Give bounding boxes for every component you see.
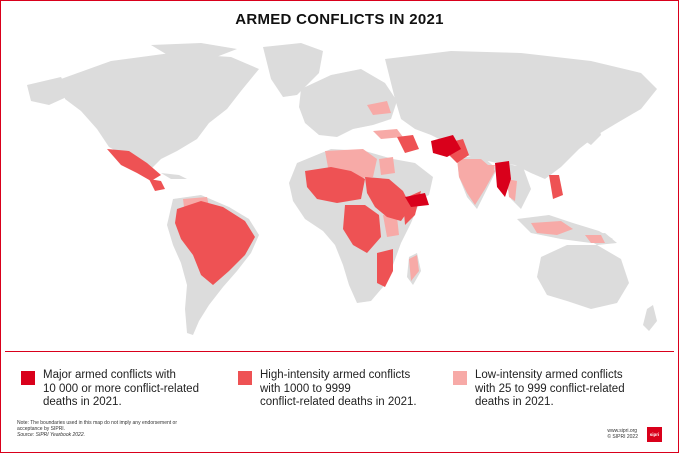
land-arctic-islands — [151, 43, 237, 59]
region-drc-cameroon — [343, 205, 381, 253]
region-turkey — [373, 129, 403, 139]
land-japan — [585, 119, 601, 145]
land-north-america — [61, 53, 259, 171]
land-arabia — [393, 159, 433, 203]
land-australia — [537, 245, 629, 309]
credit-url[interactable]: www.sipri.org — [607, 428, 638, 434]
credit: www.sipri.org © SIPRI 2022 — [607, 428, 638, 440]
region-egypt — [379, 157, 395, 175]
region-madagascar — [409, 255, 419, 281]
region-sudan-ethiopia — [365, 177, 411, 221]
legend-item-low: Low-intensity armed conflicts with 25 to… — [453, 369, 625, 410]
major-conflict-regions — [405, 135, 511, 207]
source-note: Note: The boundaries used in this map do… — [17, 420, 177, 439]
land-caribbean — [161, 173, 187, 179]
land-alaska — [27, 77, 71, 105]
land-asia — [385, 51, 657, 179]
region-yemen — [405, 193, 429, 207]
legend-label-low: Low-intensity armed conflicts with 25 to… — [475, 369, 625, 408]
region-ukraine — [367, 101, 391, 115]
credit-copyright: © SIPRI 2022 — [607, 434, 638, 441]
land-uk — [303, 91, 313, 107]
legend-swatch-high — [238, 371, 252, 385]
land-europe — [299, 69, 397, 137]
region-brazil-andes — [175, 201, 255, 285]
map-title: ARMED CONFLICTS IN 2021 — [235, 11, 444, 28]
region-mozambique — [377, 249, 393, 287]
region-mexico — [107, 149, 161, 181]
region-bangladesh — [487, 165, 495, 173]
region-india — [457, 159, 495, 205]
region-syria-iraq — [397, 135, 419, 153]
legend-divider — [5, 351, 674, 352]
land-new-zealand — [643, 305, 657, 331]
world-map — [27, 43, 657, 335]
legend-swatch-low — [453, 371, 467, 385]
legend-swatch-major — [21, 371, 35, 385]
region-central-america — [149, 179, 165, 191]
region-myanmar — [495, 161, 511, 197]
region-papua — [585, 235, 605, 243]
legend-label-high: High-intensity armed conflicts with 1000… — [260, 369, 417, 408]
legend-label-major: Major armed conflicts with 10 000 or mor… — [43, 369, 199, 408]
legend: Major armed conflicts with 10 000 or mor… — [1, 369, 678, 419]
region-kenya-uganda — [383, 215, 399, 237]
legend-item-major: Major armed conflicts with 10 000 or mor… — [21, 369, 199, 410]
region-philippines — [549, 175, 563, 199]
land-greenland — [263, 43, 323, 97]
sipri-logo: sipri — [647, 427, 662, 442]
region-afghanistan — [431, 135, 461, 157]
legend-item-high: High-intensity armed conflicts with 1000… — [238, 369, 417, 410]
region-thailand — [507, 179, 517, 201]
region-indonesia — [531, 221, 573, 235]
high-intensity-regions — [107, 135, 563, 287]
region-sahel — [305, 167, 365, 203]
